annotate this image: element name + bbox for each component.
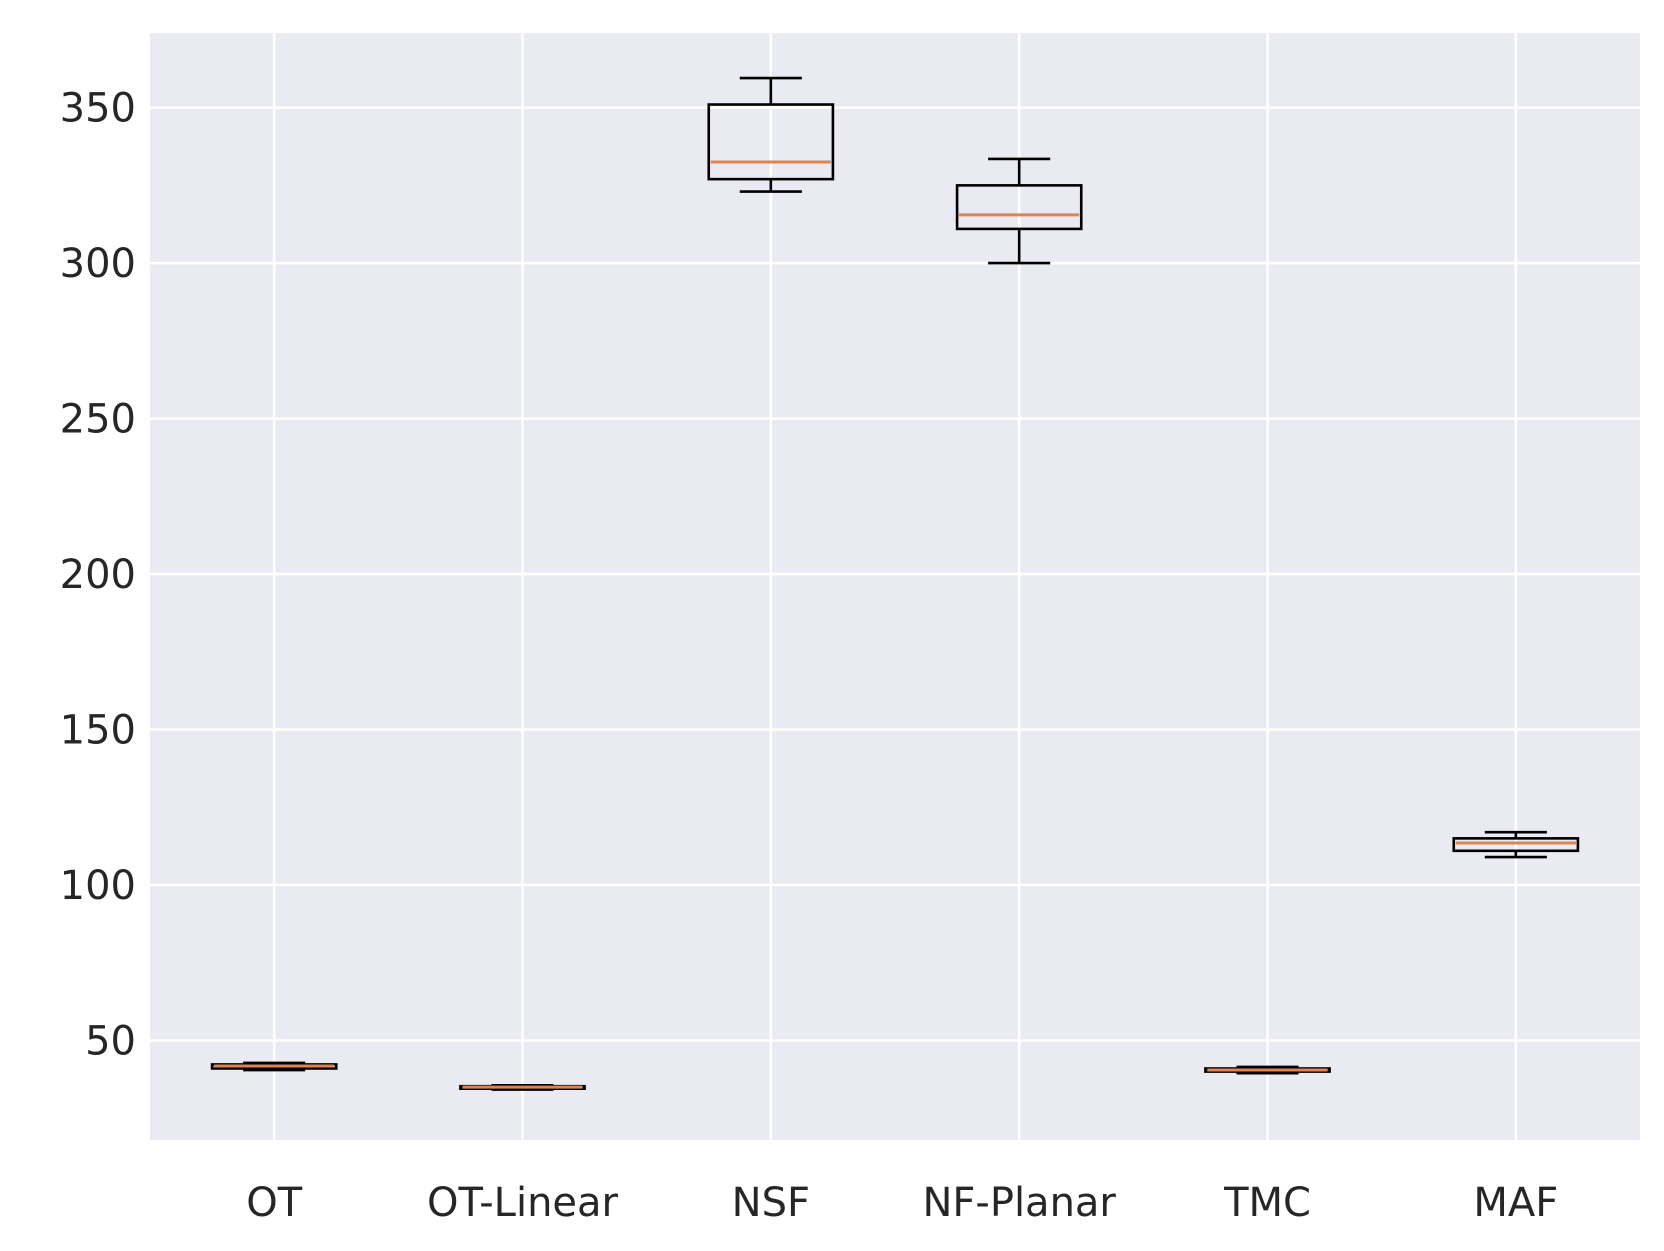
x-tick-label: OT (246, 1180, 302, 1226)
box-maf (1452, 830, 1580, 859)
iqr-box (955, 184, 1083, 231)
box-ot (210, 1061, 338, 1072)
x-tick-label: NSF (732, 1180, 810, 1226)
y-tick-label: 100 (60, 863, 136, 909)
x-axis-tick-labels: OT OT-Linear NSF NF-Planar TMC MAF (246, 1180, 1558, 1226)
y-tick-label: 200 (60, 552, 136, 598)
box-ot-linear (459, 1083, 586, 1091)
iqr-box (707, 103, 835, 181)
iqr-box (1204, 1067, 1331, 1073)
grid-lines (150, 33, 1640, 1140)
x-tick-label: MAF (1473, 1180, 1558, 1226)
y-tick-label: 350 (60, 86, 136, 132)
box-tmc (1204, 1065, 1331, 1075)
y-axis-tick-labels: 50 100 150 200 250 300 350 (60, 86, 136, 1065)
y-tick-label: 250 (60, 397, 136, 443)
box-nsf (707, 76, 835, 193)
iqr-box (1452, 837, 1580, 853)
plot-area (150, 33, 1640, 1140)
box-series (210, 76, 1580, 1091)
y-tick-label: 150 (60, 708, 136, 754)
y-tick-label: 50 (85, 1018, 136, 1064)
x-tick-label: TMC (1223, 1180, 1311, 1226)
y-tick-label: 300 (60, 241, 136, 287)
x-tick-label: NF-Planar (922, 1180, 1116, 1226)
x-tick-label: OT-Linear (427, 1180, 619, 1226)
box-nf-planar (955, 157, 1083, 265)
iqr-box (210, 1063, 338, 1070)
